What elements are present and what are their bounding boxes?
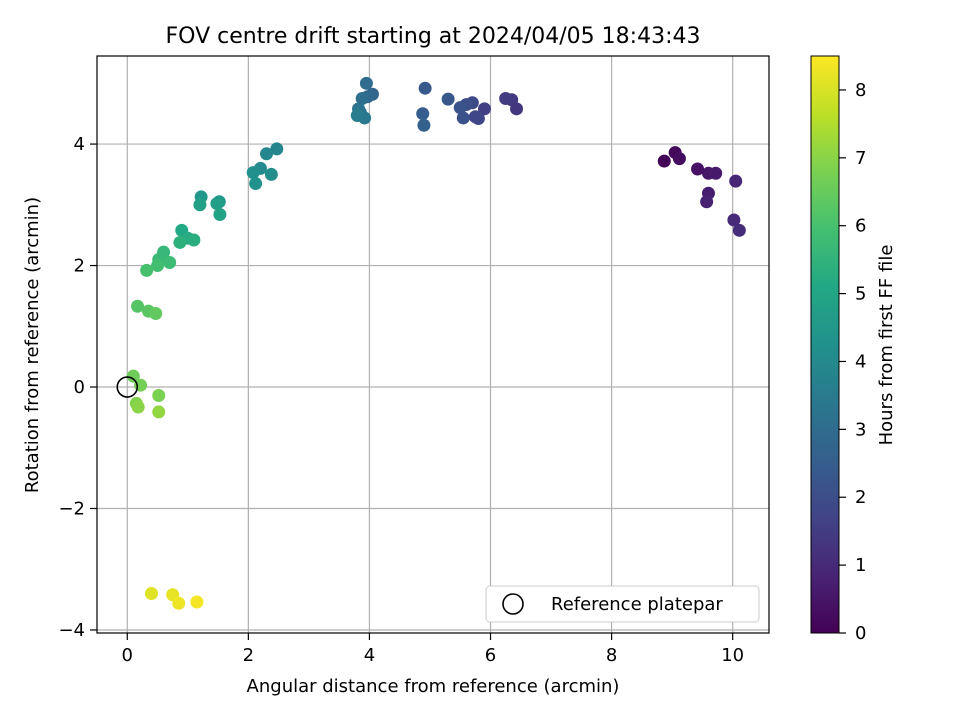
colorbar-tick-label: 7 (855, 148, 866, 169)
data-point (126, 369, 140, 383)
axis-ticks: 0 2 4 6 8 10 −4 −2 0 2 4 (58, 134, 744, 666)
data-point (657, 154, 671, 168)
scatter-points (126, 76, 746, 610)
data-point (213, 208, 227, 222)
colorbar-tick-label: 2 (855, 487, 866, 508)
data-point (350, 109, 364, 123)
data-point (152, 405, 166, 419)
colorbar-label: Hours from first FF file (876, 245, 897, 446)
chart-title: FOV centre drift starting at 2024/04/05 … (166, 24, 701, 49)
data-point (456, 111, 470, 125)
data-point (732, 223, 746, 237)
colorbar-ticks: 0 1 2 3 4 5 6 7 8 (839, 80, 866, 644)
data-point (709, 166, 723, 180)
colorbar-tick-label: 6 (855, 216, 866, 237)
data-point (727, 213, 741, 227)
legend-label: Reference platepar (551, 594, 723, 615)
plot-area (97, 56, 769, 633)
data-point (417, 118, 431, 132)
colorbar-tick-label: 4 (855, 351, 866, 372)
data-point (131, 299, 145, 313)
data-point (144, 587, 158, 601)
colorbar-tick-label: 8 (855, 80, 866, 101)
x-tick-label: 0 (122, 645, 133, 666)
data-point (260, 147, 274, 161)
data-point (149, 307, 163, 321)
data-point (246, 166, 260, 180)
data-point (359, 76, 373, 90)
data-point (163, 256, 177, 270)
data-point (210, 197, 224, 211)
colorbar-tick-label: 3 (855, 419, 866, 440)
x-tick-label: 8 (606, 645, 617, 666)
x-tick-label: 4 (364, 645, 375, 666)
data-point (131, 400, 145, 414)
data-point (193, 198, 207, 212)
data-point (190, 595, 204, 609)
y-axis-label: Rotation from reference (arcmin) (22, 197, 43, 493)
colorbar-tick-label: 0 (855, 623, 866, 644)
data-point (187, 233, 201, 247)
data-point (468, 110, 482, 124)
data-point (418, 81, 432, 95)
y-tick-label: 2 (74, 256, 85, 277)
data-point (441, 92, 455, 106)
data-point (477, 102, 491, 116)
legend: Reference platepar (485, 585, 760, 623)
grid-lines (97, 56, 769, 633)
legend-box (485, 585, 760, 623)
data-point (672, 152, 686, 166)
y-tick-label: 4 (74, 134, 85, 155)
data-point (172, 596, 186, 610)
data-point (249, 177, 263, 191)
data-point (173, 235, 187, 249)
legend-marker-icon (502, 593, 524, 615)
reference-marker (116, 376, 139, 398)
data-point (355, 92, 369, 106)
y-tick-label: −2 (58, 498, 85, 519)
x-tick-label: 10 (721, 645, 744, 666)
data-point (134, 378, 148, 392)
x-tick-label: 6 (485, 645, 496, 666)
data-point (499, 92, 513, 106)
colorbar (810, 55, 840, 634)
colorbar-tick-label: 1 (855, 555, 866, 576)
data-point (453, 101, 467, 115)
data-point (691, 162, 705, 176)
data-point (416, 107, 430, 121)
y-tick-label: 0 (74, 377, 85, 398)
colorbar-tick-label: 5 (855, 284, 866, 305)
data-point (700, 195, 714, 209)
data-point (729, 174, 743, 188)
data-point (264, 167, 278, 181)
x-tick-label: 2 (243, 645, 254, 666)
x-axis-label: Angular distance from reference (arcmin) (247, 676, 620, 697)
data-point (140, 263, 154, 277)
data-point (152, 389, 166, 403)
data-point (270, 142, 284, 156)
data-point (151, 259, 165, 273)
y-tick-label: −4 (58, 620, 85, 641)
plot-frame (96, 55, 770, 634)
